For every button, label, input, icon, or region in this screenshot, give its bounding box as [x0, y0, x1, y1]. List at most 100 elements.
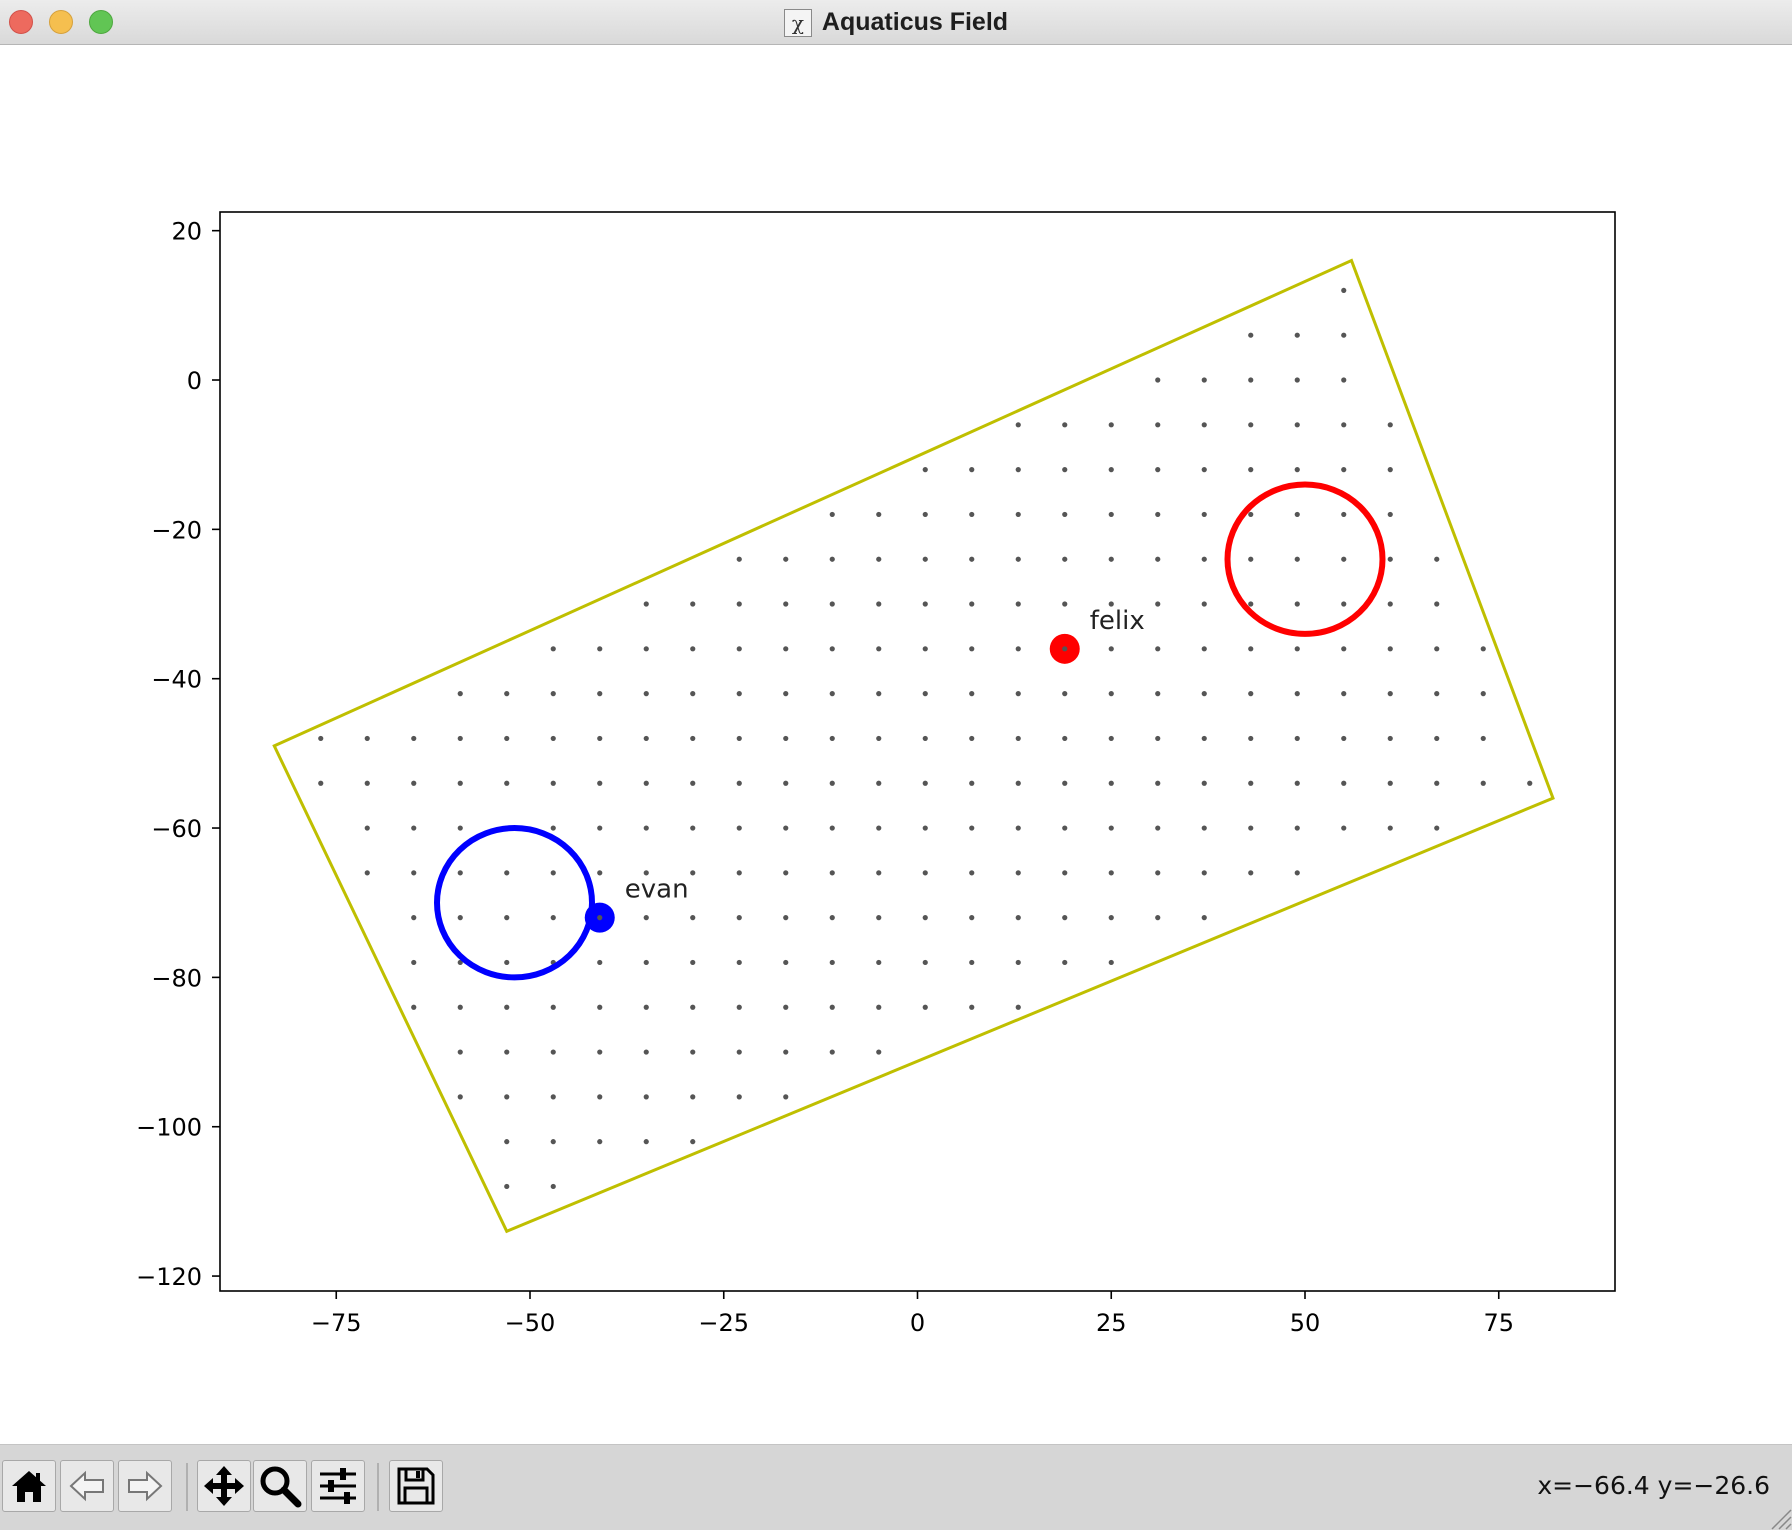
waypoint-dot: [597, 870, 603, 876]
waypoint-dot: [1341, 287, 1347, 294]
zoom-button[interactable]: [253, 1460, 307, 1512]
waypoint-dot: [643, 1094, 649, 1100]
waypoint-dot: [969, 825, 975, 831]
waypoint-dot: [1434, 735, 1440, 742]
waypoint-dot: [457, 870, 463, 876]
waypoint-dot: [690, 691, 696, 697]
waypoint-dot: [411, 1004, 417, 1010]
waypoint-dot: [969, 556, 975, 562]
waypoint-dot: [457, 825, 463, 831]
waypoint-dot: [1201, 825, 1207, 831]
waypoint-dot: [1294, 556, 1300, 562]
waypoint-dot: [829, 959, 835, 966]
waypoint-dot: [736, 915, 742, 921]
waypoint-dot: [1294, 511, 1300, 518]
axes-frame: [219, 211, 1616, 1292]
waypoint-dot: [922, 601, 928, 607]
waypoint-dot: [550, 1004, 556, 1010]
waypoint-dot: [597, 1094, 603, 1100]
waypoint-dot: [457, 780, 463, 786]
forward-button[interactable]: [118, 1460, 172, 1512]
waypoint-dot: [1387, 646, 1393, 652]
waypoint-dot: [1387, 422, 1393, 428]
save-button[interactable]: [389, 1460, 443, 1512]
waypoint-dot: [1341, 467, 1347, 473]
home-button[interactable]: [2, 1460, 56, 1512]
agent-felix-center: [1062, 646, 1068, 652]
waypoint-dot: [597, 1004, 603, 1010]
waypoint-dot: [643, 691, 649, 697]
waypoint-dot: [1155, 691, 1161, 697]
waypoint-dot: [736, 959, 742, 966]
waypoint-dot: [457, 735, 463, 742]
waypoint-dot: [1341, 422, 1347, 428]
waypoint-dot: [1201, 915, 1207, 921]
close-window-button[interactable]: [9, 10, 33, 34]
pan-button[interactable]: [197, 1460, 251, 1512]
waypoint-dot: [1155, 825, 1161, 831]
waypoint-dot: [876, 646, 882, 652]
waypoint-dot: [969, 1004, 975, 1010]
waypoint-dot: [550, 870, 556, 876]
maximize-window-button[interactable]: [89, 10, 113, 34]
y-tick-label: 20: [171, 218, 202, 246]
waypoint-dot: [736, 1094, 742, 1100]
waypoint-dot: [643, 735, 649, 742]
waypoint-dot: [1387, 825, 1393, 831]
waypoint-dot: [1294, 735, 1300, 742]
waypoint-dot: [829, 780, 835, 786]
waypoint-dot: [1108, 870, 1114, 876]
waypoint-dot: [1062, 691, 1068, 697]
waypoint-dot: [504, 691, 510, 697]
waypoint-dot: [1201, 556, 1207, 562]
configure-subplots-button[interactable]: [311, 1460, 365, 1512]
waypoint-dot: [876, 691, 882, 697]
minimize-window-button[interactable]: [49, 10, 73, 34]
waypoint-dot: [1341, 825, 1347, 831]
waypoint-dot: [1480, 646, 1486, 652]
waypoint-dot: [1248, 511, 1254, 518]
waypoint-dot: [1248, 556, 1254, 562]
waypoint-dot: [1155, 556, 1161, 562]
waypoint-dot: [1341, 780, 1347, 786]
x-axis-ticks: −75 −50 −25 0 25 50 75: [311, 1291, 1514, 1337]
waypoint-dot: [1201, 870, 1207, 876]
waypoint-dot: [690, 1094, 696, 1100]
plot-figure[interactable]: evan felix −75 −50 −25 0 25 50 75 20 0 −20 −40 −60 −…: [0, 45, 1792, 1443]
waypoint-dot: [876, 959, 882, 966]
y-tick-label: 0: [187, 367, 202, 395]
y-tick-label: −60: [151, 815, 202, 843]
waypoint-dot: [457, 915, 463, 921]
waypoint-dot: [876, 556, 882, 562]
y-tick-label: −120: [136, 1263, 202, 1291]
waypoint-dot: [690, 959, 696, 966]
waypoint-dot: [643, 1049, 649, 1055]
waypoint-dot: [690, 646, 696, 652]
waypoint-dot: [1294, 825, 1300, 831]
waypoint-dot: [643, 825, 649, 831]
waypoint-dot: [1108, 780, 1114, 786]
waypoint-dot: [690, 870, 696, 876]
waypoint-dot: [1155, 422, 1161, 428]
waypoint-dot: [1155, 780, 1161, 786]
waypoint-dot: [922, 511, 928, 518]
waypoint-dot: [969, 601, 975, 607]
waypoint-dot: [736, 646, 742, 652]
waypoint-dot: [736, 825, 742, 831]
waypoint-dot: [876, 735, 882, 742]
waypoint-dot: [736, 691, 742, 697]
y-tick-label: −20: [151, 516, 202, 544]
waypoint-dot: [504, 1049, 510, 1055]
waypoint-dot: [1387, 511, 1393, 518]
waypoint-dot: [1294, 422, 1300, 428]
waypoint-dot: [411, 735, 417, 742]
y-tick-label: −80: [151, 964, 202, 992]
resize-grip-icon[interactable]: [1766, 1504, 1792, 1530]
waypoint-dot: [1294, 332, 1300, 338]
waypoint-dot: [969, 646, 975, 652]
waypoint-dot: [1341, 556, 1347, 562]
waypoint-dot: [1155, 467, 1161, 473]
agent-evan-label: evan: [625, 875, 689, 905]
waypoint-dot: [876, 1004, 882, 1010]
back-button[interactable]: [60, 1460, 114, 1512]
